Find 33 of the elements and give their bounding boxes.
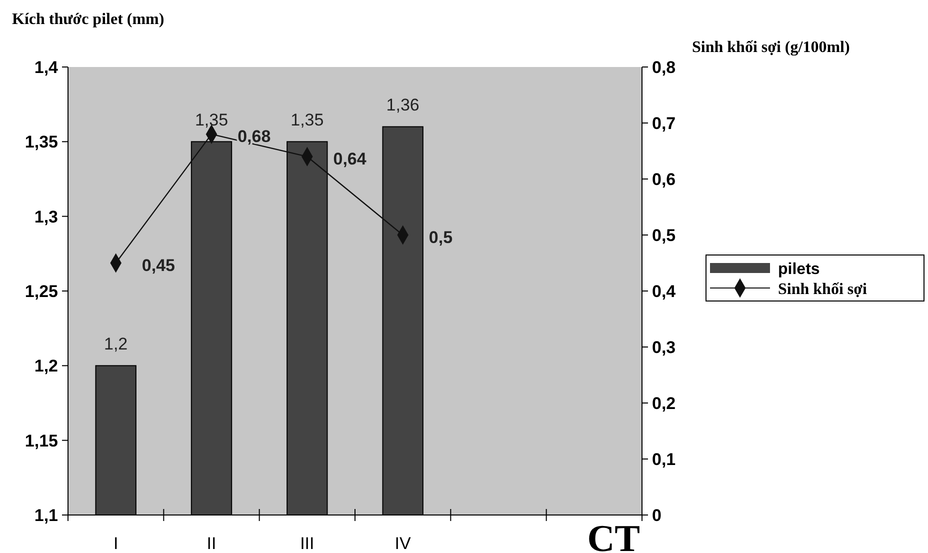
y2-tick-label: 0,7 (652, 114, 676, 133)
x-tick-label: I (113, 534, 118, 553)
y2-tick-label: 0,4 (652, 282, 676, 301)
x-tick-label: IV (394, 534, 412, 553)
y-axis-title: Kích thước pilet (mm) (12, 11, 164, 28)
data-label: 0,45 (142, 256, 176, 275)
y2-tick-label: 0,5 (652, 226, 676, 245)
data-label: 0,64 (333, 150, 367, 169)
data-label: 0,68 (238, 127, 271, 146)
data-label: 0,5 (428, 228, 453, 247)
y2-axis-title: Sinh khối sợi (g/100ml) (692, 39, 850, 56)
y2-tick-label: 0,2 (652, 394, 676, 413)
y-tick-label: 1,15 (24, 431, 58, 450)
y-tick-label: 1,1 (34, 506, 58, 525)
x-tick-label: II (206, 534, 216, 553)
y-tick-label: 1,35 (24, 132, 58, 152)
y-tick-label: 1,2 (34, 356, 58, 376)
data-label: 1,2 (104, 334, 128, 354)
legend-label: pilets (778, 261, 820, 278)
legend-label: Sinh khối sợi (778, 281, 868, 298)
data-label: 1,35 (194, 110, 228, 130)
y2-tick-label: 0 (652, 506, 662, 525)
y-tick-label: 1,4 (34, 58, 59, 77)
y2-tick-label: 0,6 (652, 170, 676, 189)
y2-tick-label: 0,1 (652, 450, 676, 469)
x-tick-label: III (300, 534, 314, 553)
data-label: 1,36 (386, 96, 420, 115)
y-tick-label: 1,3 (34, 207, 58, 226)
data-label: 1,35 (290, 110, 324, 130)
y2-tick-label: 0,3 (652, 338, 676, 357)
y-tick-label: 1,25 (24, 282, 58, 301)
x-axis-title: CT (587, 518, 640, 553)
y2-tick-label: 0,8 (652, 58, 676, 77)
